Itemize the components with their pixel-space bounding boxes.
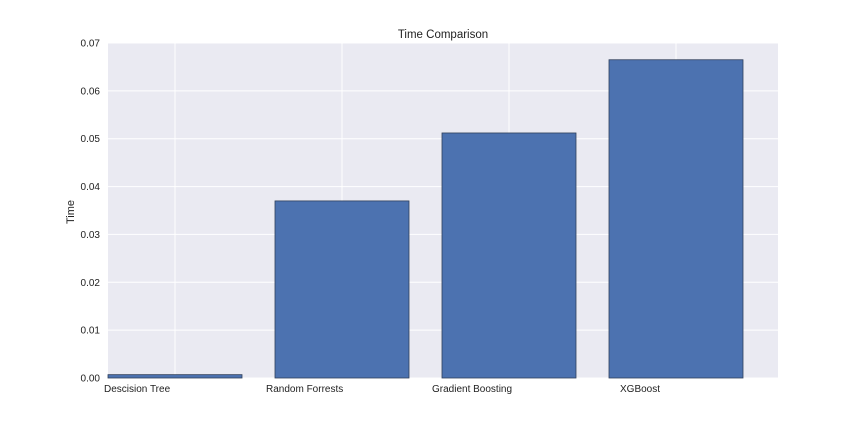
x-tick-label: Descision Tree	[104, 384, 171, 395]
bars	[107, 59, 744, 379]
bar-random-forrests	[274, 200, 410, 379]
bar-descision-tree	[107, 374, 243, 379]
y-tick-label: 0.02	[81, 278, 101, 289]
y-tick-label: 0.07	[81, 39, 101, 50]
y-tick-label: 0.04	[81, 182, 101, 193]
y-tick-label: 0.00	[81, 374, 101, 385]
x-tick-label: Gradient Boosting	[432, 384, 512, 395]
bar-gradient-boosting	[441, 132, 577, 379]
y-axis-label: Time	[65, 200, 77, 224]
y-tick-label: 0.01	[81, 326, 101, 337]
x-tick-label: Random Forrests	[266, 384, 343, 395]
x-tick-label: XGBoost	[620, 384, 660, 395]
bar-xgboost	[608, 59, 744, 379]
x-tick-labels: Descision Tree Random Forrests Gradient Bo…	[104, 384, 660, 395]
y-tick-label: 0.06	[81, 86, 101, 97]
y-tick-label: 0.05	[81, 134, 101, 145]
y-tick-label: 0.03	[81, 230, 101, 241]
y-tick-labels: 0.00 0.01 0.02 0.03 0.04 0.05 0.06 0.07	[81, 39, 101, 385]
chart-title: Time Comparison	[398, 29, 488, 41]
